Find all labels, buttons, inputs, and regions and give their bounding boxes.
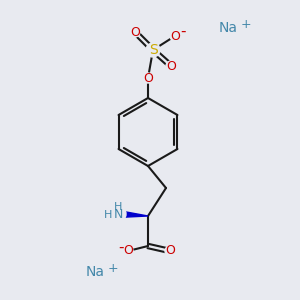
Circle shape — [165, 246, 175, 256]
Circle shape — [123, 246, 133, 256]
Text: O: O — [165, 244, 175, 257]
Text: H: H — [104, 210, 112, 220]
Circle shape — [110, 206, 126, 222]
Text: N: N — [113, 208, 123, 221]
Circle shape — [166, 61, 176, 71]
Circle shape — [146, 43, 160, 57]
Text: O: O — [170, 29, 180, 43]
Text: +: + — [241, 17, 251, 31]
Circle shape — [170, 31, 180, 41]
Text: O: O — [123, 244, 133, 257]
Text: Na: Na — [218, 21, 238, 35]
Text: S: S — [148, 43, 158, 57]
Polygon shape — [118, 211, 148, 218]
Text: O: O — [166, 59, 176, 73]
Text: -: - — [118, 239, 124, 254]
Text: -: - — [180, 23, 186, 38]
Circle shape — [130, 27, 140, 37]
Text: O: O — [143, 71, 153, 85]
Text: +: + — [108, 262, 118, 275]
Text: Na: Na — [85, 265, 104, 279]
Circle shape — [143, 73, 153, 83]
Text: H: H — [114, 202, 122, 212]
Text: O: O — [130, 26, 140, 38]
